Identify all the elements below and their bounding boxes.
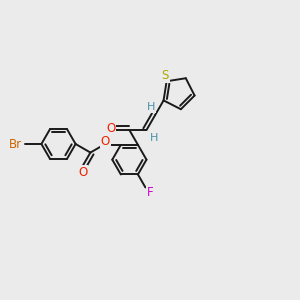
Text: O: O bbox=[106, 122, 115, 135]
Text: F: F bbox=[147, 186, 154, 199]
Text: O: O bbox=[78, 166, 87, 179]
Text: H: H bbox=[147, 102, 156, 112]
Text: Br: Br bbox=[9, 137, 22, 151]
Text: S: S bbox=[161, 69, 169, 82]
Text: O: O bbox=[100, 135, 110, 148]
Text: H: H bbox=[150, 133, 158, 142]
